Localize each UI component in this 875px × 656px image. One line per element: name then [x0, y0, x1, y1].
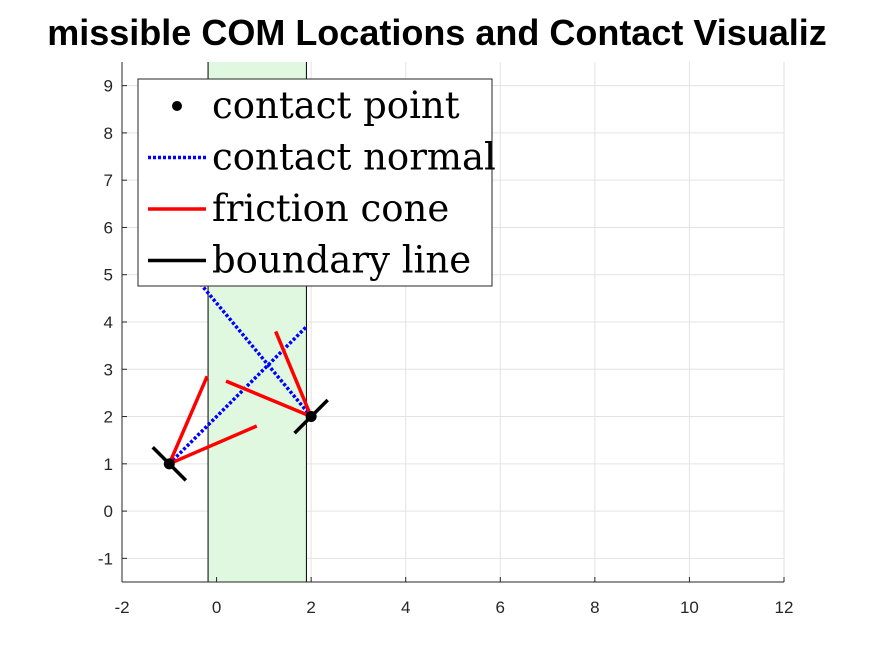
legend-label: friction cone [212, 187, 449, 230]
y-tick-label: 1 [104, 455, 113, 474]
friction-cone-edge [225, 379, 312, 419]
friction-cone-edge [168, 424, 258, 466]
x-tick-label: 0 [212, 598, 221, 617]
y-tick-label: 3 [104, 360, 113, 379]
x-tick-label: 10 [680, 598, 699, 617]
legend-label: contact normal [212, 136, 496, 179]
legend-label: contact point [212, 84, 460, 127]
y-tick-label: 8 [104, 124, 113, 143]
friction-cone-edge [167, 375, 209, 465]
x-tick-label: 6 [496, 598, 505, 617]
x-tick-label: -2 [114, 598, 129, 617]
y-tick-label: 5 [104, 266, 113, 285]
contact-normal-line [167, 245, 313, 418]
chart-title: missible COM Locations and Contact Visua… [47, 12, 826, 53]
x-tick-label: 2 [306, 598, 315, 617]
legend-box [137, 78, 493, 287]
y-tick-label: 2 [104, 408, 113, 427]
contact-point [163, 458, 175, 470]
y-tick-label: 7 [104, 171, 113, 190]
x-tick-label: 8 [590, 598, 599, 617]
y-tick-label: -1 [98, 549, 113, 568]
y-tick-label: 4 [104, 313, 113, 332]
x-tick-label: 12 [775, 598, 794, 617]
x-tick-label: 4 [401, 598, 410, 617]
friction-cone-edge [274, 330, 313, 418]
legend: contact point contact normal friction cone… [137, 78, 496, 287]
legend-label: boundary line [212, 239, 471, 282]
contact-point [305, 411, 317, 423]
y-tick-label: 0 [104, 502, 113, 521]
y-tick-label: 9 [104, 77, 113, 96]
legend-marker-contact-point [172, 101, 182, 111]
y-tick-label: 6 [104, 218, 113, 237]
